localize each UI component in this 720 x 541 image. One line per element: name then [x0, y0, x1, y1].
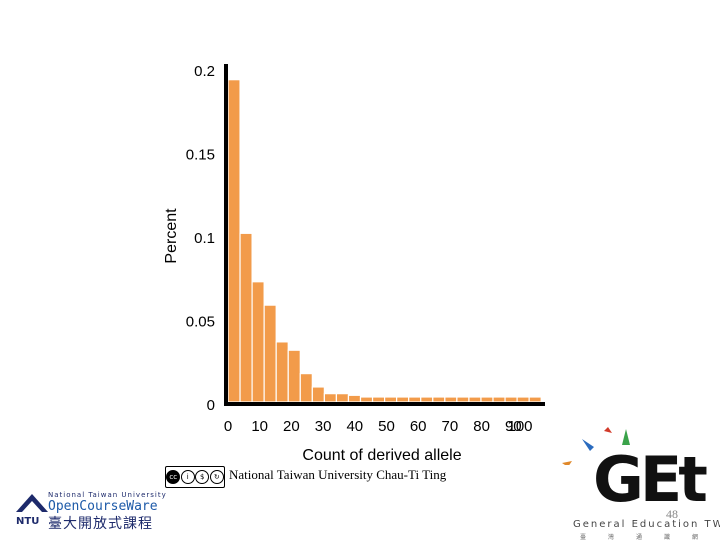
histogram-bar: [396, 396, 410, 403]
histogram-bar: [432, 396, 446, 403]
histogram-bar: [444, 396, 458, 403]
x-tick-label: 0: [224, 418, 232, 435]
ntu-emblem-icon: [16, 494, 48, 512]
histogram-bar: [311, 386, 325, 403]
x-tick-label: 30: [315, 418, 332, 435]
y-tick-labels: 0.2 0.15 0.1 0.05 0: [186, 63, 215, 414]
get-logo-subtitle: General Education TW: [573, 519, 720, 530]
histogram-bar: [516, 396, 530, 403]
ntu-top-text: National Taiwan University: [48, 491, 167, 499]
x-tick-label: 70: [442, 418, 459, 435]
credit-text: National Taiwan University Chau-Ti Ting: [229, 467, 447, 482]
y-tick-label: 0.15: [186, 147, 215, 164]
histogram-bar: [335, 393, 350, 403]
histogram-bar: [227, 79, 241, 403]
y-tick-label: 0.1: [194, 230, 215, 247]
histogram-bar: [275, 341, 289, 403]
bars-group: [227, 79, 542, 403]
ntu-ocw-text: OpenCourseWare: [48, 499, 158, 514]
cc-icon: cc: [166, 470, 181, 484]
histogram-bar: [251, 281, 265, 403]
cc-license-badge: cc i $ ↻: [165, 466, 225, 488]
ntu-abbr: NTU: [16, 516, 40, 527]
nc-icon: $: [195, 470, 210, 484]
x-tick-label: 10: [251, 418, 268, 435]
get-splash-icon: [562, 427, 630, 465]
x-tick-label: 90: [505, 418, 522, 435]
histogram-bar: [408, 396, 422, 403]
x-tick-label: 50: [378, 418, 395, 435]
histogram-bar: [528, 396, 542, 403]
get-logo: GEt General Education TW 臺灣通識網: [560, 425, 720, 541]
page-number: 48: [666, 507, 678, 521]
histogram-bar: [359, 396, 374, 403]
y-tick-label: 0: [207, 397, 215, 414]
histogram-bar: [323, 393, 338, 403]
x-axis-title: Count of derived allele: [302, 447, 461, 464]
histogram-bar: [347, 394, 362, 403]
x-tick-label: 100: [507, 418, 532, 435]
histogram-bar: [383, 396, 398, 403]
sa-icon: ↻: [209, 470, 224, 484]
y-tick-label: 0.05: [186, 314, 215, 331]
ntu-zh-text: 臺大開放式課程: [48, 516, 153, 532]
histogram-bar: [239, 232, 253, 403]
x-tick-label: 60: [410, 418, 427, 435]
histogram-bar: [492, 396, 506, 403]
get-logo-chinese: 臺灣通識網: [580, 534, 720, 541]
histogram-bar: [287, 349, 301, 403]
histogram-bar: [420, 396, 434, 403]
y-axis-title: Percent: [163, 208, 180, 264]
y-tick-label: 0.2: [194, 63, 215, 80]
x-tick-label: 40: [346, 418, 363, 435]
histogram-bar: [480, 396, 494, 403]
x-tick-label: 20: [283, 418, 300, 435]
ntu-ocw-logo: NTU National Taiwan University OpenCours…: [12, 490, 166, 532]
x-tick-label: 80: [473, 418, 490, 435]
histogram-bar: [299, 373, 313, 403]
histogram-bar: [263, 304, 277, 403]
histogram-bar: [371, 396, 386, 403]
histogram-bar: [504, 396, 518, 403]
histogram-bar: [468, 396, 482, 403]
histogram-bar: [456, 396, 470, 403]
get-logo-text: GEt: [593, 443, 708, 516]
by-icon: i: [180, 470, 195, 484]
